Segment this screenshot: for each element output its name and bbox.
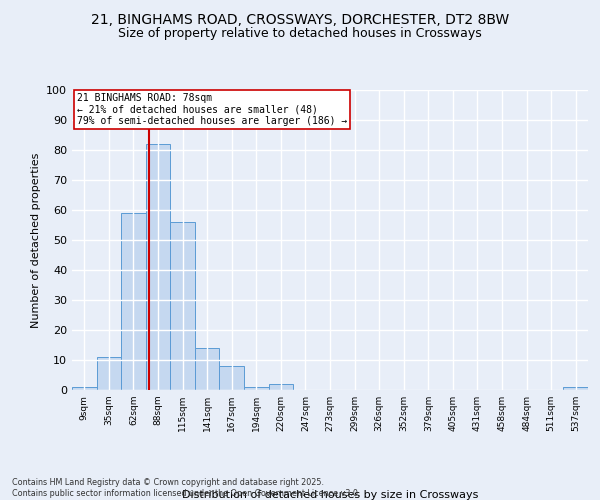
Bar [563, 387, 588, 390]
Bar [269, 384, 293, 390]
Bar [146, 144, 170, 390]
Text: 21 BINGHAMS ROAD: 78sqm
← 21% of detached houses are smaller (48)
79% of semi-de: 21 BINGHAMS ROAD: 78sqm ← 21% of detache… [77, 93, 347, 126]
Bar [220, 366, 244, 390]
Bar [170, 222, 195, 390]
Y-axis label: Number of detached properties: Number of detached properties [31, 152, 41, 328]
Text: Contains HM Land Registry data © Crown copyright and database right 2025.
Contai: Contains HM Land Registry data © Crown c… [12, 478, 361, 498]
Bar [121, 213, 146, 390]
Bar [97, 357, 121, 390]
Bar [195, 348, 220, 390]
Bar [244, 387, 269, 390]
X-axis label: Distribution of detached houses by size in Crossways: Distribution of detached houses by size … [182, 490, 478, 500]
Bar [72, 387, 97, 390]
Text: Size of property relative to detached houses in Crossways: Size of property relative to detached ho… [118, 28, 482, 40]
Text: 21, BINGHAMS ROAD, CROSSWAYS, DORCHESTER, DT2 8BW: 21, BINGHAMS ROAD, CROSSWAYS, DORCHESTER… [91, 12, 509, 26]
